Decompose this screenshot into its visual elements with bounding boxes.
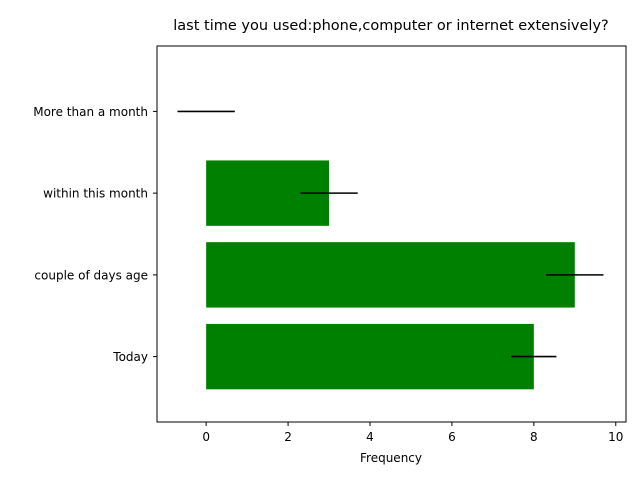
error-bars-layer (177, 110, 604, 358)
bar-0 (206, 323, 534, 390)
y-axis-ticks: Today couple of days age within this month… (33, 105, 157, 364)
bars-layer (206, 160, 575, 390)
y-tick-label-3: More than a month (33, 105, 148, 119)
x-tick-label-2: 4 (366, 430, 374, 444)
x-tick-label-5: 10 (608, 430, 623, 444)
y-tick-label-1: couple of days age (34, 268, 148, 282)
x-axis-label: Frequency (360, 451, 422, 465)
x-tick-label-3: 6 (448, 430, 456, 444)
x-tick-label-0: 0 (202, 430, 210, 444)
y-tick-label-0: Today (112, 350, 148, 364)
x-tick-label-1: 2 (284, 430, 292, 444)
x-tick-label-4: 8 (530, 430, 538, 444)
x-axis-ticks: 0 2 4 6 8 10 (202, 422, 623, 444)
chart-title: last time you used:phone,computer or int… (173, 18, 608, 34)
plot-frame (156, 45, 627, 423)
bar-1 (206, 242, 575, 308)
y-tick-label-2: within this month (43, 187, 148, 201)
